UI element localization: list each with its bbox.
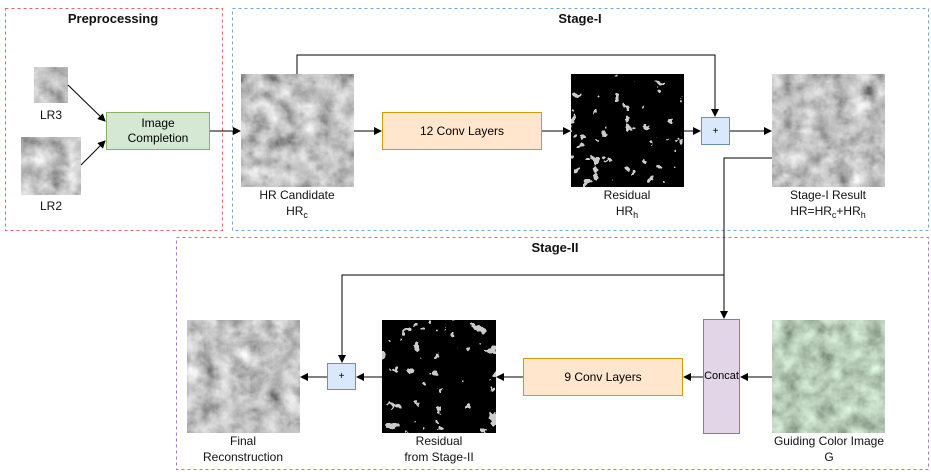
caption-text: Residual [604, 188, 651, 202]
caption-line: Stage-I Result [790, 187, 866, 203]
diagram: Preprocessing Stage-I Stage-II LR3 LR2 I… [0, 0, 931, 472]
caption-text: +HR [836, 204, 860, 218]
caption-line: Guiding Color Image [774, 433, 884, 449]
caption-line: Reconstruction [203, 449, 283, 465]
caption-line: Final [203, 433, 283, 449]
caption-text: Guiding Color Image [774, 434, 884, 448]
residual-image [571, 74, 684, 187]
caption-text: Final [230, 434, 256, 448]
caption-text: HR=HR [790, 204, 832, 218]
caption-text: HR [616, 204, 633, 218]
caption-text: Residual [416, 434, 463, 448]
section-title: Preprocessing [68, 11, 158, 27]
arrow [81, 141, 105, 165]
subscript: c [303, 210, 308, 220]
caption-line: HRh [604, 203, 651, 219]
caption-text: HR [286, 204, 303, 218]
caption-line: G [774, 449, 884, 465]
caption-line: HRc [259, 203, 334, 219]
section-title: Stage-II [532, 240, 579, 256]
residual2-image [382, 320, 496, 433]
caption-line: Residual [604, 187, 651, 203]
image-completion-box: Image Completion [106, 112, 210, 150]
guiding-image [772, 320, 885, 433]
arrow [68, 85, 105, 121]
image-label: LR3 [40, 107, 62, 123]
diagram-shapes [0, 0, 931, 472]
caption-line: from Stage-II [404, 449, 473, 465]
conv-block: 9 Conv Layers [523, 358, 683, 396]
subscript: h [861, 210, 866, 220]
stage1-result-image [772, 74, 885, 187]
hr-candidate-image [241, 74, 354, 187]
caption-text: HR Candidate [259, 188, 334, 202]
caption-text: G [824, 450, 833, 464]
caption: Residual from Stage-II [404, 433, 473, 465]
caption-text: Reconstruction [203, 450, 283, 464]
caption-line: HR Candidate [259, 187, 334, 203]
lr2-image [21, 137, 81, 195]
section-title: Stage-I [558, 11, 601, 27]
caption-text: Stage-I Result [790, 188, 866, 202]
caption: Guiding Color Image G [774, 433, 884, 465]
add-node: + [327, 363, 356, 390]
image-label: LR2 [40, 198, 62, 214]
caption-text: from Stage-II [404, 450, 473, 464]
caption: Final Reconstruction [203, 433, 283, 465]
concat-block: Concat [703, 319, 740, 434]
caption-line: Residual [404, 433, 473, 449]
subscript: h [633, 210, 638, 220]
final-image [187, 320, 300, 433]
add-node: + [701, 117, 730, 145]
lr3-image [34, 67, 68, 103]
caption-line: HR=HRc+HRh [790, 203, 866, 219]
conv-block: 12 Conv Layers [382, 112, 542, 150]
